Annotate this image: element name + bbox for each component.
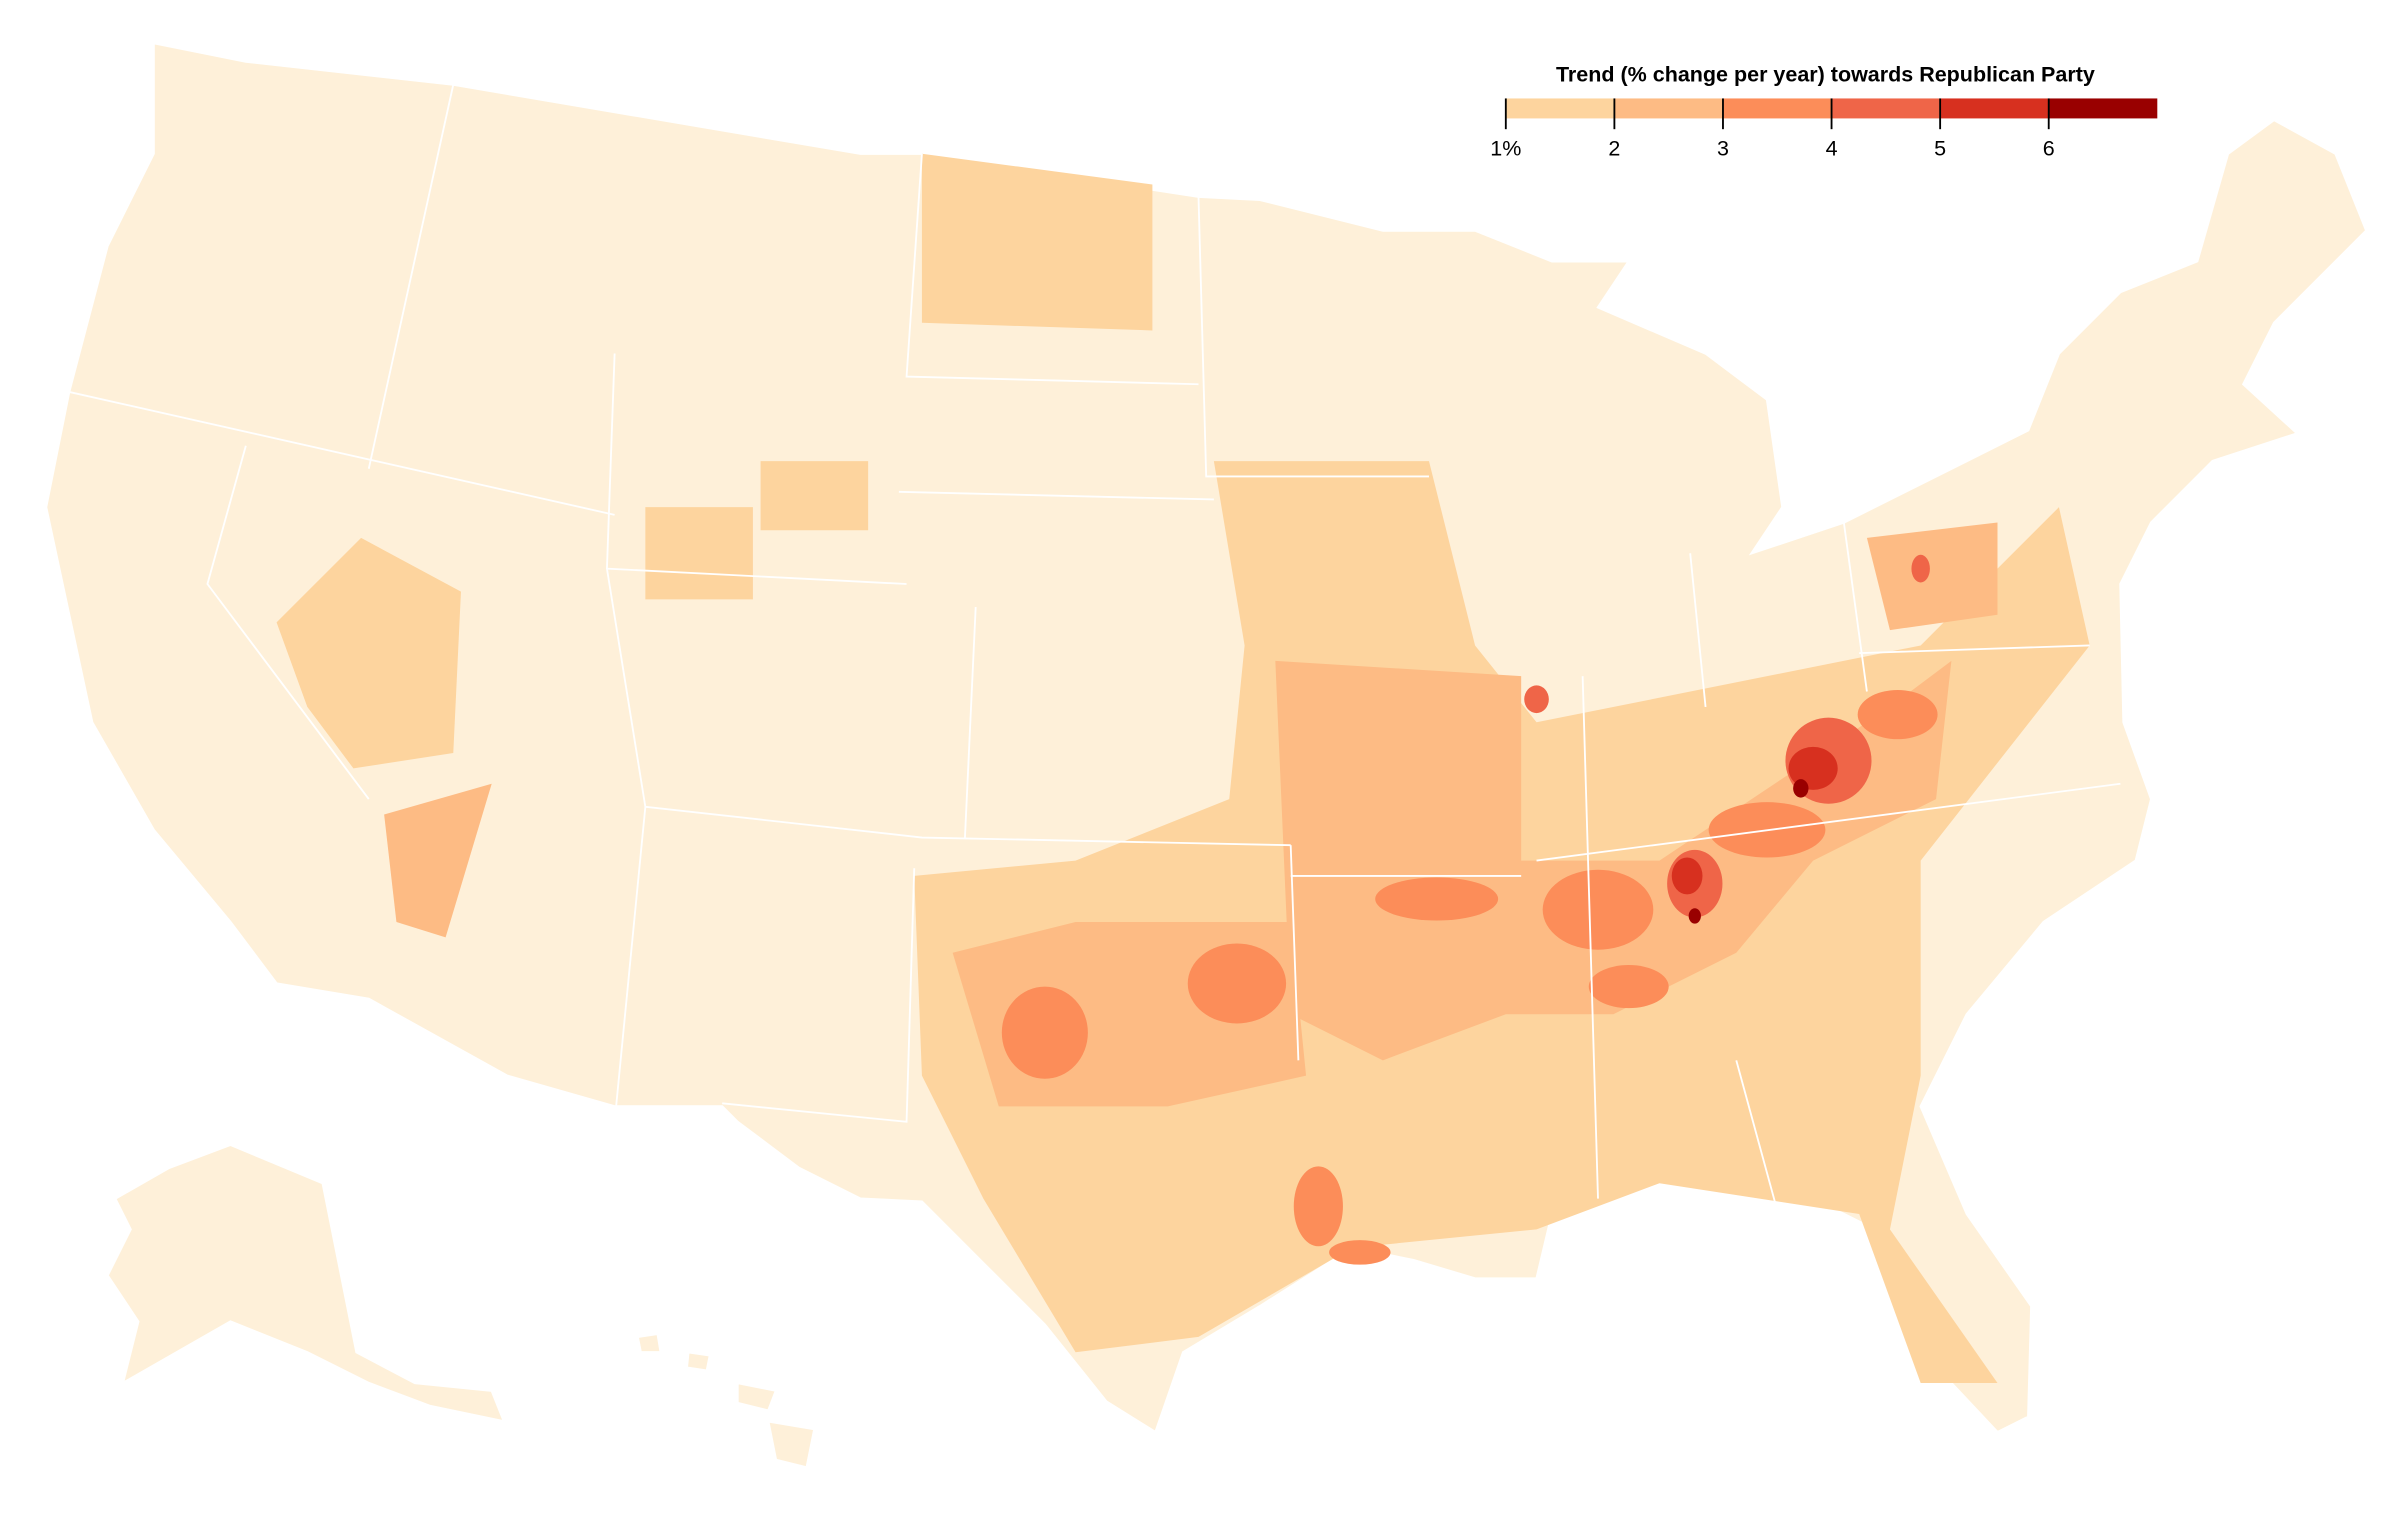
legend-tick-label: 3 — [1717, 136, 1729, 160]
county-region — [921, 153, 1153, 331]
county-region — [384, 783, 492, 938]
legend-tick-label: 6 — [2043, 136, 2055, 160]
county-region — [276, 537, 461, 769]
county-region — [1688, 908, 1701, 924]
county-region — [1857, 690, 1938, 740]
hawaii — [636, 1332, 816, 1469]
county-region — [1793, 779, 1809, 798]
legend-swatch — [1831, 98, 1941, 119]
legend-swatch — [1940, 98, 2049, 119]
legend: Trend (% change per year) towards Republ… — [1490, 63, 2158, 160]
county-shading — [276, 153, 2090, 1383]
county-region — [645, 461, 869, 600]
county-region — [1293, 1166, 1343, 1247]
county-region — [1866, 522, 1998, 631]
county-region — [1524, 685, 1549, 714]
county-region — [1911, 554, 1930, 583]
legend-tick-label: 4 — [1826, 136, 1838, 160]
legend-swatch — [1614, 98, 1723, 119]
legend-tick-label: 1% — [1490, 136, 1521, 160]
county-region — [1375, 877, 1499, 921]
legend-tick-label: 2 — [1608, 136, 1620, 160]
legend-swatch — [1505, 98, 1615, 119]
county-region — [1542, 869, 1654, 950]
county-region — [1329, 1240, 1391, 1265]
state-border — [68, 84, 2121, 1230]
county-region — [1001, 986, 1088, 1079]
county-region — [1275, 660, 1952, 1061]
county-region — [1588, 965, 1669, 1009]
state-borders — [68, 84, 2121, 1230]
county-region — [1187, 943, 1287, 1024]
legend-swatch — [2048, 98, 2158, 119]
legend-title: Trend (% change per year) towards Republ… — [1556, 63, 2095, 87]
legend-tick-label: 5 — [1934, 136, 1946, 160]
legend-swatch — [1722, 98, 1832, 119]
alaska — [106, 1143, 506, 1423]
county-region — [1671, 857, 1703, 895]
